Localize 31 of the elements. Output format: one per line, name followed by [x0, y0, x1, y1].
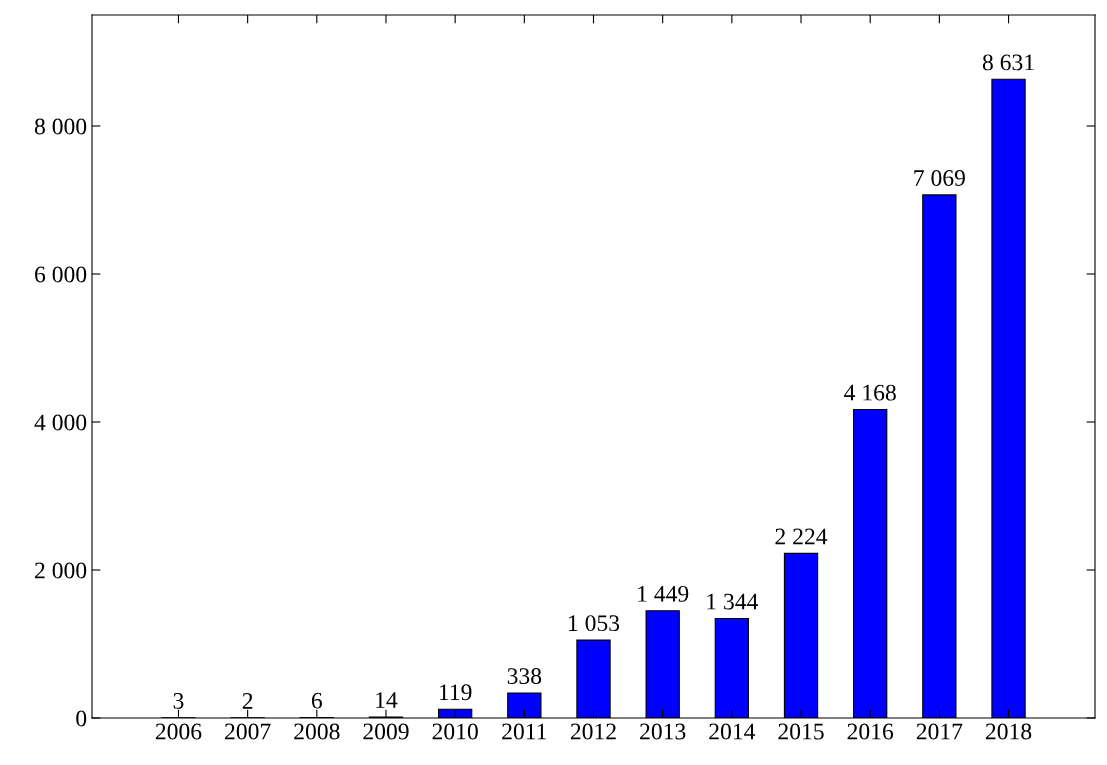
x-tick-label: 2015	[778, 723, 824, 740]
data-label: 4 168	[844, 384, 896, 401]
y-tick-label: 8 000	[34, 118, 87, 135]
x-tick-label: 2008	[294, 723, 340, 740]
x-tick-label: 2010	[432, 723, 478, 740]
data-label: 1 053	[569, 615, 620, 632]
data-label: 2 224	[775, 528, 828, 545]
x-tick-label: 2018	[985, 723, 1032, 740]
data-label: 3	[173, 692, 184, 709]
data-label: 6	[311, 692, 323, 709]
data-label: 8 631	[982, 54, 1034, 71]
x-tick-label: 2013	[640, 723, 686, 740]
data-label: 119	[439, 684, 472, 701]
data-label: 1 344	[707, 593, 759, 610]
x-tick-label: 2012	[570, 723, 616, 740]
x-tick-label: 2011	[502, 723, 547, 740]
data-label: 2	[242, 693, 253, 709]
y-tick-label: 4 000	[34, 414, 87, 431]
x-tick-label: 2017	[916, 723, 963, 740]
data-label: 14	[376, 692, 398, 708]
x-tick-label: 2006	[155, 723, 202, 740]
x-tick-label: 2007	[225, 723, 271, 740]
x-tick-label: 2016	[847, 723, 894, 740]
data-label: 338	[507, 668, 542, 685]
y-tick-label: 6 000	[35, 266, 87, 283]
y-tick-label: 0	[76, 710, 87, 727]
data-label: 7 069	[914, 170, 965, 186]
x-tick-label: 2009	[363, 723, 409, 740]
data-label: 1 449	[638, 585, 689, 602]
x-tick-label: 2014	[709, 723, 756, 740]
y-tick-label: 2 000	[35, 562, 87, 579]
